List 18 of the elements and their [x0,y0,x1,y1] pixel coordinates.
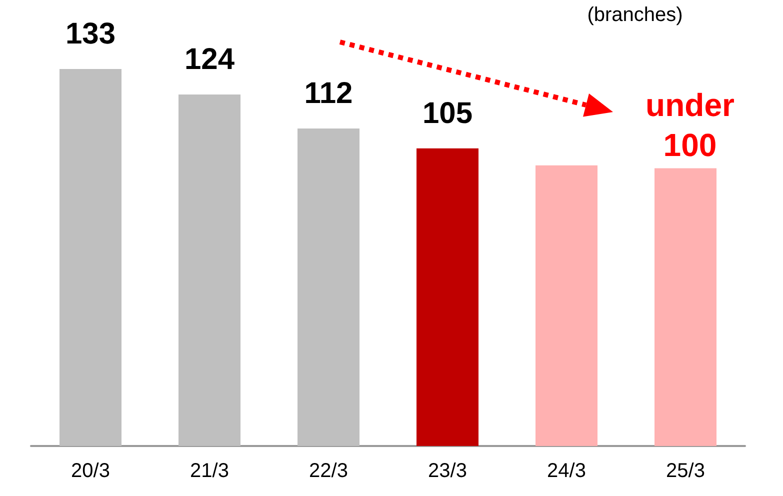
x-tick-label: 21/3 [190,460,229,482]
bar [178,94,240,446]
bar [654,168,716,446]
x-tick-label: 20/3 [71,460,110,482]
data-label: 112 [304,77,353,110]
text: (branches) [586,4,684,27]
x-tick-label: 23/3 [428,460,467,482]
bar [416,148,478,446]
data-label: 105 [422,96,473,130]
bar [536,165,598,446]
x-tick-label: 22/3 [309,460,348,482]
bar [60,69,122,446]
bar [298,128,360,446]
data-label: 124 [184,43,235,76]
annotation: under 100 [644,86,736,165]
x-tick-label: 25/3 [666,460,705,482]
x-tick-label: 24/3 [547,460,586,482]
data-label: 133 [65,18,116,50]
